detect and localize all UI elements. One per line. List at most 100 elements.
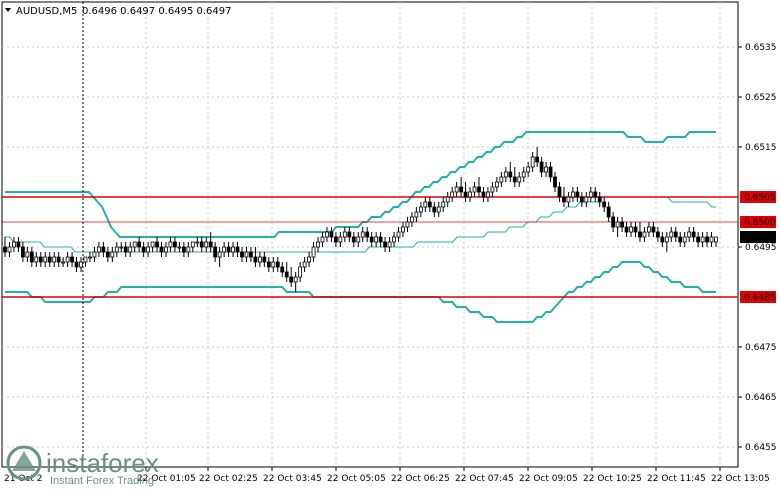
candle-body bbox=[3, 246, 7, 253]
candle-body bbox=[52, 256, 57, 263]
candle-body bbox=[325, 231, 329, 238]
candle-body bbox=[503, 171, 508, 178]
candle-body bbox=[34, 256, 39, 263]
candle-body bbox=[141, 246, 146, 253]
candle-body bbox=[114, 246, 119, 253]
candle-body bbox=[110, 251, 115, 258]
candle-body bbox=[517, 176, 522, 183]
candle-body bbox=[459, 186, 464, 193]
candle-body bbox=[392, 236, 396, 243]
horizontal-levels[interactable] bbox=[2, 196, 738, 298]
candle-body bbox=[410, 216, 414, 223]
candle-body bbox=[181, 246, 186, 253]
candle-body bbox=[351, 236, 356, 243]
candle-body bbox=[687, 231, 692, 238]
candle-body bbox=[74, 261, 79, 268]
candle-body bbox=[655, 231, 660, 238]
candle-body bbox=[38, 256, 43, 263]
candle-body bbox=[316, 241, 320, 248]
x-tick-label: 22 Oct 06:25 bbox=[391, 474, 450, 484]
y-tick-label: 0.6525 bbox=[745, 93, 777, 103]
candle-body bbox=[562, 196, 566, 203]
candle-body bbox=[79, 261, 83, 268]
candle-body bbox=[7, 246, 12, 253]
candle-body bbox=[329, 231, 334, 238]
candle-body bbox=[571, 191, 575, 198]
candle-body bbox=[307, 256, 311, 263]
candle-body bbox=[302, 261, 307, 268]
x-tick-label: 22 Oct 10:25 bbox=[583, 474, 642, 484]
candle-body bbox=[29, 251, 34, 263]
candle-body bbox=[396, 231, 401, 238]
candle-body bbox=[557, 186, 562, 198]
candle-body bbox=[526, 166, 531, 173]
candle-body bbox=[584, 196, 589, 203]
instaforex-logo: instaforex Instant Forex Trading bbox=[2, 441, 182, 487]
candle-body bbox=[213, 246, 218, 258]
candle-body bbox=[566, 196, 571, 203]
candle-body bbox=[414, 211, 419, 218]
candle-body bbox=[365, 231, 370, 238]
candle-body bbox=[159, 246, 164, 253]
candle-body bbox=[383, 241, 387, 248]
candle-body bbox=[714, 236, 718, 243]
candle-body bbox=[709, 236, 714, 243]
candle-body bbox=[186, 246, 191, 253]
candle-body bbox=[432, 206, 437, 213]
candle-body bbox=[240, 251, 244, 258]
candle-body bbox=[477, 186, 481, 193]
candle-body bbox=[499, 176, 504, 183]
symbol-label: AUDUSD,M5 bbox=[16, 6, 77, 17]
candle-body bbox=[387, 241, 392, 248]
candle-body bbox=[548, 166, 553, 178]
candle-body bbox=[173, 241, 177, 248]
candle-body bbox=[427, 201, 432, 208]
x-tick-label: 22 Oct 05:05 bbox=[327, 474, 386, 484]
candles bbox=[3, 147, 718, 292]
x-tick-label: 22 Oct 02:25 bbox=[199, 474, 258, 484]
candle-body bbox=[664, 236, 669, 243]
candle-body bbox=[257, 256, 262, 263]
candle-body bbox=[481, 191, 486, 198]
candle-body bbox=[700, 236, 705, 243]
x-axis: 21 Oct 2 22 Oct 01:05 22 Oct 02:25 22 Oct 0… bbox=[4, 467, 770, 484]
candle-body bbox=[553, 176, 557, 188]
candle-body bbox=[633, 226, 638, 233]
candle-body bbox=[16, 241, 21, 248]
candle-body bbox=[155, 241, 159, 248]
candle-body bbox=[65, 256, 70, 263]
candle-body bbox=[47, 256, 52, 263]
candle-body bbox=[164, 246, 168, 253]
candle-body bbox=[611, 216, 616, 228]
candle-body bbox=[128, 246, 133, 253]
candle-body bbox=[445, 196, 450, 203]
candle-body bbox=[204, 241, 209, 248]
header-triangle-icon[interactable] bbox=[5, 8, 11, 12]
logo-tagline-text: Instant Forex Trading bbox=[50, 475, 154, 487]
candle-body bbox=[468, 191, 472, 198]
candle-body bbox=[472, 186, 477, 193]
candle-body bbox=[508, 171, 513, 178]
y-axis: 0.6505 0.6500 0.6485 0.6535 0.6525 0.6515 0.64… bbox=[738, 43, 777, 453]
candle-body bbox=[217, 251, 222, 258]
x-tick-label: 22 Oct 03:45 bbox=[263, 474, 322, 484]
candle-body bbox=[338, 236, 343, 243]
candle-body bbox=[105, 251, 110, 258]
candle-body bbox=[119, 246, 124, 249]
candle-body bbox=[405, 221, 410, 228]
y-tick-label: 0.6515 bbox=[745, 143, 777, 153]
candle-body bbox=[298, 266, 303, 278]
candle-body bbox=[253, 256, 258, 263]
candle-body bbox=[88, 256, 92, 259]
y-tick-label: 0.6465 bbox=[745, 393, 777, 403]
candle-body bbox=[369, 236, 374, 243]
candle-body bbox=[696, 236, 701, 243]
candle-body bbox=[450, 191, 455, 198]
candle-body bbox=[190, 241, 195, 248]
candle-body bbox=[244, 251, 249, 258]
candle-body bbox=[195, 241, 200, 244]
x-tick-label: 22 Oct 01:05 bbox=[137, 474, 196, 484]
level-price-badge bbox=[740, 291, 776, 303]
candle-body bbox=[168, 241, 173, 248]
